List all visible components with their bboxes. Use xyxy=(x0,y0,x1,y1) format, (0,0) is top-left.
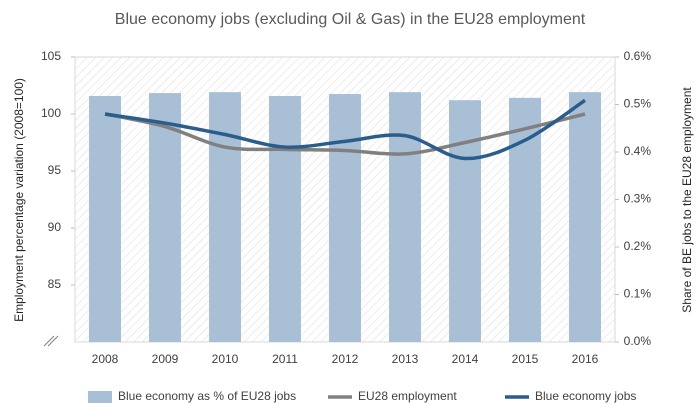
y-tick-label: 85 xyxy=(48,277,62,291)
legend-label: Blue economy jobs xyxy=(535,389,636,403)
bar xyxy=(389,92,421,343)
x-tick-label: 2016 xyxy=(572,352,599,366)
y2-tick-label: 0.3% xyxy=(624,192,652,206)
line xyxy=(104,98,586,161)
legend-swatch xyxy=(88,391,112,403)
bar xyxy=(449,100,481,342)
x-tick-label: 2009 xyxy=(152,352,179,366)
bar xyxy=(209,92,241,343)
bar xyxy=(569,92,601,343)
y-axis-title: Employment percentage variation (2008=10… xyxy=(12,78,26,322)
y2-tick-label: 0.2% xyxy=(624,239,652,253)
x-tick-label: 2015 xyxy=(512,352,539,366)
y2-tick-label: 0.4% xyxy=(624,144,652,158)
y-tick-label: 90 xyxy=(48,220,62,234)
chart-title: Blue economy jobs (excluding Oil & Gas) … xyxy=(115,11,586,28)
x-tick-label: 2008 xyxy=(92,352,119,366)
line xyxy=(104,112,586,156)
legend-label: Blue economy as % of EU28 jobs xyxy=(118,389,296,403)
legend-label: EU28 employment xyxy=(358,389,457,403)
x-tick-label: 2013 xyxy=(392,352,419,366)
y2-tick-label: 0.5% xyxy=(624,97,652,111)
bar xyxy=(149,93,181,342)
bar xyxy=(329,94,361,342)
x-tick-label: 2010 xyxy=(212,352,239,366)
y2-tick-label: 0.1% xyxy=(624,287,652,301)
x-tick-label: 2012 xyxy=(332,352,359,366)
x-tick-label: 2011 xyxy=(272,352,298,366)
y2-axis-title: Share of BE jobs to the EU28 employment xyxy=(680,87,694,313)
y-tick-label: 95 xyxy=(48,163,62,177)
x-tick-label: 2014 xyxy=(452,352,479,366)
bar xyxy=(89,95,121,342)
y-tick-label: 105 xyxy=(41,49,61,63)
axis-break xyxy=(43,335,59,347)
y2-tick-label: 0.0% xyxy=(624,334,652,348)
bar xyxy=(269,95,301,342)
y-tick-label: 100 xyxy=(41,106,61,120)
y2-tick-label: 0.6% xyxy=(624,49,652,63)
